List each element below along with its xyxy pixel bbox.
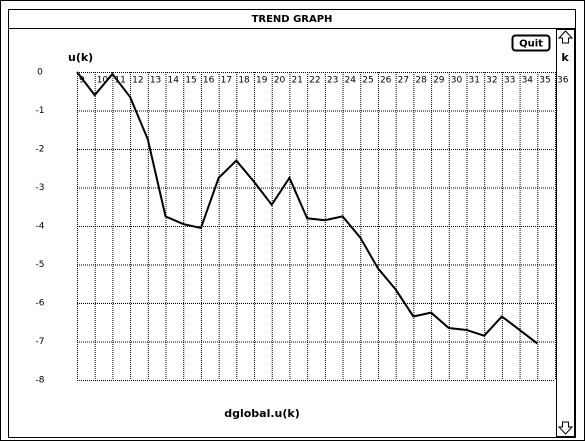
window-content xyxy=(8,9,576,438)
x-tick-label: 15 xyxy=(185,76,196,86)
x-tick-label: 10 xyxy=(97,76,109,86)
x-tick-label: 25 xyxy=(362,76,373,86)
y-tick-label: -3 xyxy=(36,183,45,193)
y-tick-label: -7 xyxy=(36,337,45,347)
x-tick-label: 33 xyxy=(504,76,515,86)
x-tick-label: 19 xyxy=(256,76,268,86)
x-tick-label: 31 xyxy=(468,76,479,86)
series-label: dglobal.u(k) xyxy=(224,407,300,420)
x-tick-label: 35 xyxy=(539,76,550,86)
x-tick-label: 24 xyxy=(345,76,357,86)
quit-button[interactable] xyxy=(511,34,551,52)
x-tick-label: 32 xyxy=(486,76,497,86)
y-tick-label: -1 xyxy=(36,106,45,116)
x-tick-label: 11 xyxy=(114,76,125,86)
window-title: TREND GRAPH xyxy=(252,14,333,25)
x-tick-label: 27 xyxy=(398,76,409,86)
y-tick-label: 0 xyxy=(37,68,43,78)
x-tick-label: 13 xyxy=(150,76,161,86)
x-tick-label: 36 xyxy=(557,76,569,86)
y-axis-label: u(k) xyxy=(68,51,93,64)
x-tick-label: 22 xyxy=(309,76,320,86)
x-tick-label: 23 xyxy=(327,76,338,86)
x-tick-label: 30 xyxy=(451,76,463,86)
data-line xyxy=(76,71,538,345)
x-tick-label: 18 xyxy=(238,76,250,86)
scroll-up[interactable] xyxy=(557,30,574,44)
x-tick-label: 14 xyxy=(168,76,180,86)
y-tick-label: -6 xyxy=(36,299,45,309)
x-tick-label: 29 xyxy=(433,76,445,86)
x-tick-label: 12 xyxy=(132,76,143,86)
x-tick-label: 17 xyxy=(221,76,232,86)
x-tick-label: 28 xyxy=(415,76,427,86)
y-tick-label: -8 xyxy=(36,376,45,386)
x-tick-label: 9 xyxy=(79,76,85,86)
scrollbar[interactable] xyxy=(556,29,575,437)
y-tick-label: -4 xyxy=(36,222,45,232)
x-tick-label: 21 xyxy=(291,76,302,86)
y-tick-label: -2 xyxy=(36,145,45,155)
y-tick-label: -5 xyxy=(36,260,45,270)
x-tick-label: 20 xyxy=(274,76,286,86)
x-axis-label: k xyxy=(561,51,569,64)
x-tick-label: 34 xyxy=(522,76,534,86)
quit-label: Quit xyxy=(519,39,543,50)
x-tick-label: 26 xyxy=(380,76,392,86)
scroll-down[interactable] xyxy=(557,421,574,435)
x-tick-label: 16 xyxy=(203,76,215,86)
